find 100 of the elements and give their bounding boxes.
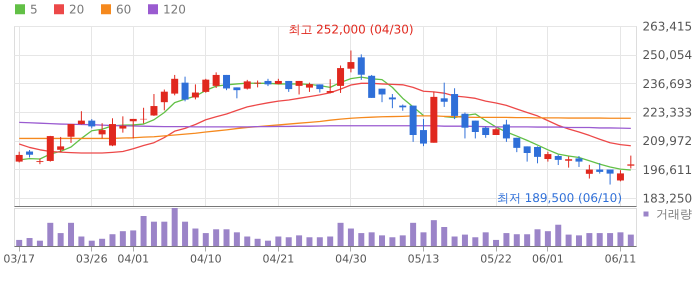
- candlestick: [78, 110, 85, 125]
- candlestick: [68, 124, 75, 144]
- candlestick: [524, 146, 531, 162]
- candlestick: [461, 112, 468, 139]
- candlestick: [388, 94, 396, 109]
- bar: [586, 233, 592, 246]
- candlestick: [596, 162, 604, 174]
- bar: [58, 233, 64, 246]
- candlestick: [586, 164, 593, 180]
- x-tick-label: 05/13: [408, 252, 440, 266]
- y-tick-label: 209,972: [642, 134, 692, 148]
- bar: [441, 227, 448, 246]
- candlestick: [420, 118, 427, 147]
- bar: [358, 233, 364, 246]
- bar: [452, 236, 458, 246]
- candlestick: [212, 72, 220, 89]
- bar: [36, 240, 43, 246]
- bar: [576, 235, 582, 246]
- bar: [338, 222, 344, 246]
- candlestick: [337, 65, 344, 94]
- x-tick-label: 04/10: [190, 252, 222, 266]
- bar: [192, 228, 198, 246]
- bar: [78, 236, 84, 246]
- candlestick: [575, 156, 582, 168]
- bar: [213, 229, 220, 246]
- candlestick: [440, 82, 448, 108]
- bar: [172, 208, 178, 246]
- bar: [462, 234, 468, 246]
- x-tick-label: 04/01: [117, 252, 150, 266]
- x-tick-label: 06/11: [604, 252, 636, 266]
- bar: [202, 233, 209, 246]
- candlestick: [513, 137, 520, 153]
- bar: [316, 237, 323, 246]
- x-tick-label: 03/26: [76, 252, 108, 266]
- candlestick: [182, 76, 189, 102]
- candlestick: [140, 107, 148, 124]
- bar: [368, 232, 375, 246]
- x-tick-label: 04/21: [262, 252, 294, 266]
- y-tick-label: 250,054: [642, 48, 692, 62]
- bar: [16, 240, 22, 246]
- candlestick: [171, 74, 178, 96]
- candlestick: [616, 170, 624, 182]
- annotation: 최고 252,000 (04/30): [288, 22, 414, 36]
- candlestick: [378, 88, 386, 103]
- candlestick: [534, 146, 542, 164]
- x-tick-label: 06/01: [532, 252, 564, 266]
- bar: [99, 238, 106, 246]
- candlestick: [108, 118, 116, 147]
- annotation: 최저 189,500 (06/10): [496, 191, 622, 205]
- bar: [286, 237, 292, 246]
- bar: [617, 232, 624, 246]
- legend-label: 5: [30, 2, 38, 16]
- candlestick: [347, 50, 354, 73]
- candlestick: [565, 156, 572, 168]
- legend-label: 60: [116, 2, 132, 16]
- bar: [400, 235, 406, 246]
- candlestick: [16, 151, 23, 163]
- candlestick: [88, 118, 96, 129]
- y-tick-label: 183,250: [642, 191, 692, 206]
- bar: [514, 234, 520, 246]
- bar: [109, 234, 116, 246]
- y-tick-label: 263,415: [642, 20, 692, 34]
- candlestick: [202, 78, 210, 94]
- bar: [607, 233, 614, 246]
- bar: [493, 240, 500, 246]
- x-tick-label: 03/17: [3, 252, 36, 266]
- bar: [244, 236, 250, 246]
- bar: [26, 238, 33, 246]
- bar: [544, 231, 551, 246]
- bar: [120, 231, 126, 246]
- candlestick: [472, 120, 479, 139]
- bar: [596, 233, 603, 246]
- bar: [472, 237, 478, 246]
- candlestick: [223, 74, 230, 91]
- bar: [161, 222, 168, 246]
- bar: [182, 222, 188, 246]
- line-series: [18, 82, 632, 154]
- candlestick: [368, 74, 376, 98]
- candlestick: [358, 54, 365, 80]
- candlestick: [606, 169, 614, 186]
- bar: [275, 236, 282, 246]
- candlestick: [502, 119, 510, 142]
- candlestick: [160, 89, 168, 111]
- candlestick: [150, 94, 158, 116]
- bar: [306, 237, 312, 246]
- candlestick: [57, 136, 64, 153]
- bar: [524, 234, 530, 246]
- bar: [628, 234, 634, 246]
- bar: [234, 232, 240, 246]
- bar: [566, 234, 572, 246]
- bar: [379, 235, 386, 246]
- bar: [140, 216, 147, 246]
- bar: [503, 233, 510, 246]
- legend-label: 20: [69, 2, 84, 16]
- bar: [420, 232, 426, 246]
- candlestick: [544, 151, 552, 162]
- candlestick: [244, 79, 251, 90]
- bar: [88, 240, 95, 246]
- y-tick-label: 223,333: [642, 105, 692, 120]
- bar: [410, 222, 416, 246]
